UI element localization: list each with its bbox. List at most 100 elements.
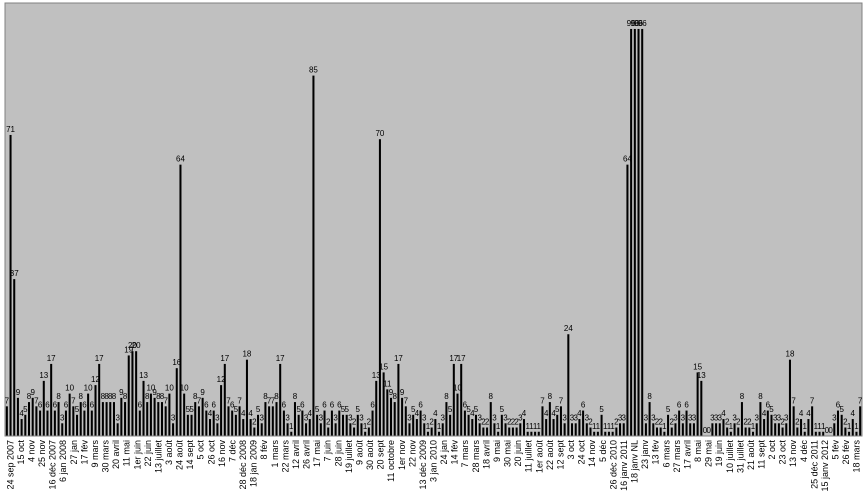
data-label: 1 [821, 422, 826, 431]
bar [522, 419, 526, 436]
x-tick-label: 26 oct [206, 440, 216, 465]
bar [615, 427, 618, 436]
bar [323, 410, 326, 436]
data-label: 5 [356, 405, 361, 414]
bar [489, 402, 492, 436]
bar [696, 372, 699, 436]
bar [434, 419, 437, 436]
data-label: 17 [47, 354, 56, 363]
data-label: 3 [518, 413, 523, 422]
bar [788, 359, 791, 436]
x-tick-label: 19 juillet [344, 440, 354, 474]
data-label: 0 [706, 426, 711, 435]
bar [249, 419, 252, 436]
bar [68, 393, 71, 436]
data-label: 0 [825, 426, 830, 435]
data-label: 3 [688, 413, 693, 422]
x-tick-label: 5 fév [831, 440, 841, 460]
bar [770, 414, 773, 436]
data-label: 7 [5, 396, 10, 405]
data-label: 8 [263, 392, 268, 401]
bar [545, 419, 548, 436]
x-tick-label: 21 août [746, 440, 756, 471]
bar [264, 402, 267, 436]
data-label: 8 [274, 392, 279, 401]
bar [24, 414, 27, 436]
data-label: 8 [101, 392, 106, 401]
bar [763, 419, 766, 436]
bar [426, 431, 429, 436]
bar [157, 402, 160, 436]
data-label: 6 [300, 401, 305, 410]
x-tick-label: 9 mars [90, 440, 100, 468]
bar [305, 423, 308, 436]
bar [508, 427, 511, 436]
data-label: 8 [293, 392, 298, 401]
data-label: 4 [577, 409, 582, 418]
bar [859, 406, 862, 436]
bar [201, 397, 204, 436]
bar [718, 423, 721, 436]
bar [781, 427, 784, 436]
bar [220, 385, 223, 436]
data-label: 7 [237, 396, 242, 405]
bar [223, 363, 226, 436]
bar [53, 410, 56, 436]
bar [630, 28, 633, 437]
data-label: 2 [326, 418, 331, 427]
bar [94, 385, 97, 436]
bar [112, 402, 115, 436]
x-tick-label: 7 mars [460, 440, 470, 468]
bar [212, 410, 215, 436]
x-tick-label: 22 nov [407, 440, 417, 468]
bar [408, 423, 411, 436]
x-tick-label: 18 jan 2009 [249, 440, 259, 487]
data-label: 1 [603, 422, 608, 431]
bar [172, 423, 175, 436]
bar [356, 414, 359, 436]
data-label: 64 [623, 155, 632, 164]
x-tick-label: 18 avril [481, 440, 491, 469]
x-tick-label: 26 fév [841, 440, 851, 465]
data-label: 0 [703, 426, 708, 435]
data-label: 5 [186, 405, 191, 414]
bar [142, 380, 145, 436]
bar [9, 134, 12, 436]
bar [552, 419, 555, 436]
data-label: 3 [407, 413, 412, 422]
x-tick-label: 13 juillet [153, 440, 163, 474]
data-label: 18 [242, 350, 251, 359]
bar [441, 423, 444, 436]
data-label: 5 [474, 405, 479, 414]
data-label: 2 [481, 418, 486, 427]
bar [500, 414, 503, 436]
data-label: 8 [79, 392, 84, 401]
data-label: 13 [139, 371, 148, 380]
bar [79, 402, 82, 436]
x-tick-label: 9 mai [492, 440, 502, 462]
x-tick-label: 15 oct [16, 440, 26, 465]
bar [419, 410, 422, 436]
x-tick-label: 14 nov [587, 440, 597, 468]
bar [582, 410, 585, 436]
x-tick-label: 10 juillet [725, 440, 735, 474]
data-label: 5 [769, 405, 774, 414]
bar [401, 397, 404, 436]
bar [120, 397, 123, 436]
x-tick-label: 28 déc 2008 [238, 440, 248, 490]
bar [600, 414, 603, 436]
bar [733, 423, 736, 436]
bar [737, 427, 740, 436]
bar [644, 423, 647, 436]
x-tick-label: 23 janv [640, 440, 650, 470]
x-tick-label: 13 déc 2009 [418, 440, 428, 490]
data-label: 3 [573, 413, 578, 422]
bar [16, 397, 19, 436]
x-tick-label: 20 avril [111, 440, 121, 469]
data-label: 10 [165, 384, 174, 393]
x-tick-label: 25 nov [37, 440, 47, 468]
data-label: 4 [19, 409, 24, 418]
data-label: 2 [507, 418, 512, 427]
bar [35, 406, 38, 436]
